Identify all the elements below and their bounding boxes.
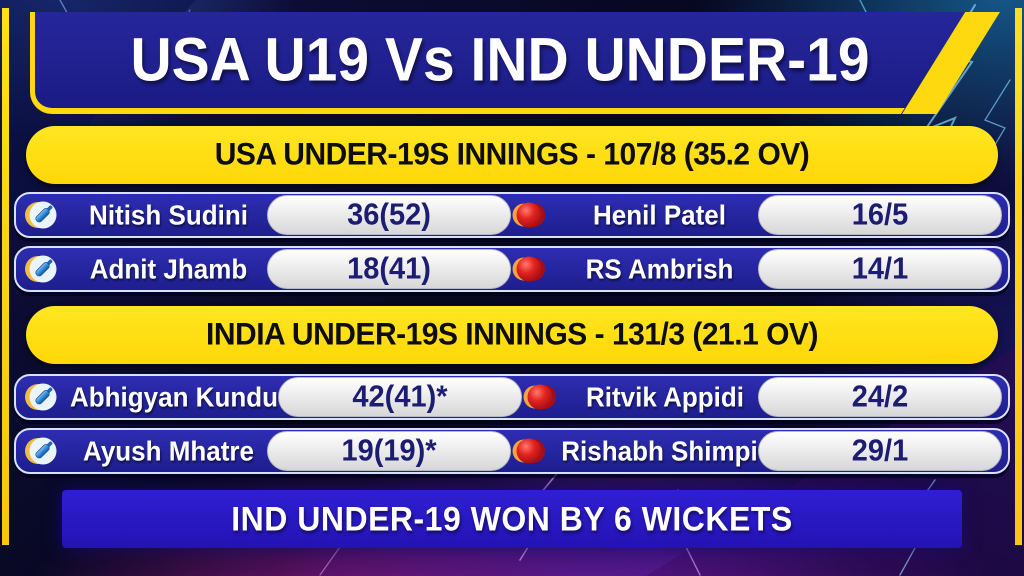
bowling-figures-pill: 16/5 (758, 195, 1002, 235)
bowling-figures-pill: 14/1 (758, 249, 1002, 289)
cricket-ball-icon (511, 197, 547, 233)
cricket-bat-icon (24, 197, 60, 233)
batsman-name: Adnit Jhamb (89, 252, 248, 285)
batting-score: 42(41)* (352, 379, 448, 414)
match-result-text: IND UNDER-19 WON BY 6 WICKETS (231, 499, 793, 538)
bowler-name: Henil Patel (593, 198, 726, 231)
batting-score-pill: 19(19)* (267, 431, 511, 471)
cricket-bat-icon (24, 433, 60, 469)
cricket-bat-icon (24, 379, 60, 415)
cricket-ball-icon (511, 251, 547, 287)
batting-score: 18(41) (347, 251, 431, 286)
bowling-figures: 16/5 (851, 197, 909, 232)
right-accent-strip (1015, 8, 1022, 545)
match-result-banner: IND UNDER-19 WON BY 6 WICKETS (62, 490, 962, 548)
bowling-figures-pill: 29/1 (758, 431, 1002, 471)
table-row: Ayush Mhatre 19(19)* Rishabh Shimpi 29/1 (14, 428, 1010, 474)
batsman-name: Ayush Mhatre (83, 434, 254, 467)
table-row: Adnit Jhamb 18(41) RS Ambrish 14/1 (14, 246, 1010, 292)
match-title: USA U19 Vs IND UNDER-19 (130, 25, 870, 95)
cricket-bat-icon (24, 251, 60, 287)
bowling-figures: 29/1 (851, 433, 909, 468)
india-innings-banner: INDIA UNDER-19S INNINGS - 131/3 (21.1 OV… (26, 306, 998, 364)
bowling-figures-pill: 24/2 (758, 377, 1002, 417)
bowler-name: RS Ambrish (585, 252, 734, 285)
batting-score-pill: 18(41) (267, 249, 511, 289)
batting-score-pill: 36(52) (267, 195, 511, 235)
cricket-ball-icon (511, 433, 547, 469)
match-title-banner: USA U19 Vs IND UNDER-19 (30, 12, 965, 114)
batsman-name: Abhigyan Kundu (70, 380, 278, 413)
bowler-name: Rishabh Shimpi (561, 434, 758, 467)
usa-innings-summary: USA UNDER-19S INNINGS - 107/8 (35.2 OV) (214, 137, 810, 172)
table-row: Nitish Sudini 36(52) Henil Patel 16/5 (14, 192, 1010, 238)
bowling-figures: 24/2 (851, 379, 909, 414)
bowling-figures: 14/1 (851, 251, 909, 286)
table-row: Abhigyan Kundu 42(41)* Ritvik Appidi 24/… (14, 374, 1010, 420)
cricket-ball-icon (522, 379, 558, 415)
left-accent-strip (2, 8, 9, 545)
usa-innings-banner: USA UNDER-19S INNINGS - 107/8 (35.2 OV) (26, 126, 998, 184)
india-innings-summary: INDIA UNDER-19S INNINGS - 131/3 (21.1 OV… (206, 317, 818, 352)
batting-score: 19(19)* (341, 433, 437, 468)
batsman-name: Nitish Sudini (89, 198, 248, 231)
batting-score: 36(52) (347, 197, 431, 232)
bowler-name: Ritvik Appidi (586, 380, 744, 413)
batting-score-pill: 42(41)* (277, 377, 522, 417)
